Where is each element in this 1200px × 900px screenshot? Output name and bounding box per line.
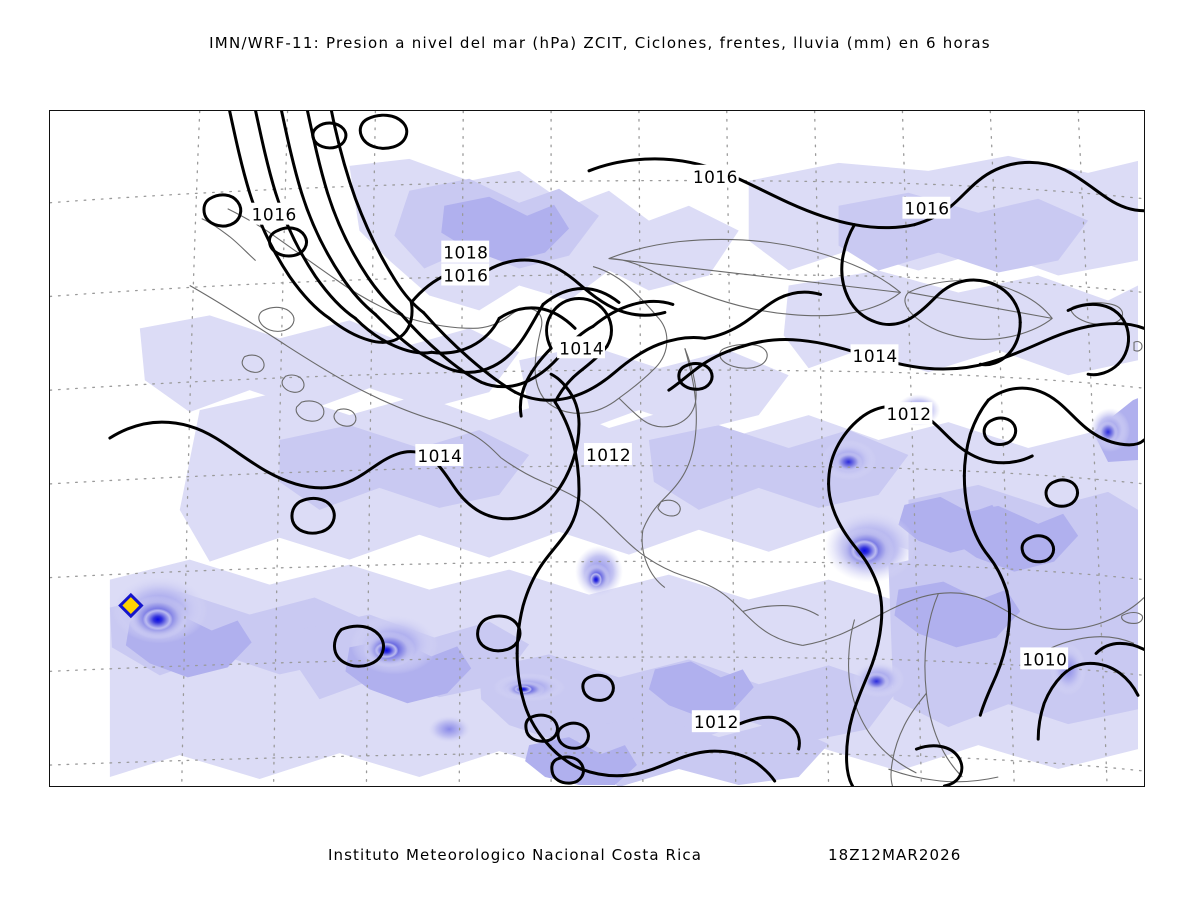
isobar-label: 1014 bbox=[850, 344, 899, 366]
isobar-label: 1016 bbox=[441, 263, 490, 286]
isobar-label: 1012 bbox=[691, 710, 740, 732]
footer: Instituto Meteorologico Nacional Costa R… bbox=[0, 846, 1200, 870]
page-title: IMN/WRF-11: Presion a nivel del mar (hPa… bbox=[209, 34, 991, 52]
map-canvas[interactable]: 1016 1018 1016 1016 1016 1014 1014 1012 bbox=[49, 110, 1145, 787]
valid-time-stamp: 18Z12MAR2026 bbox=[828, 846, 962, 864]
svg-text:1012: 1012 bbox=[586, 445, 631, 465]
svg-text:1014: 1014 bbox=[853, 346, 898, 366]
svg-text:1010: 1010 bbox=[1022, 649, 1067, 669]
institution-label: Instituto Meteorologico Nacional Costa R… bbox=[328, 846, 702, 864]
isobar-label: 1014 bbox=[415, 444, 464, 466]
isobar-label: 1010 bbox=[1020, 647, 1069, 669]
svg-text:1016: 1016 bbox=[693, 167, 738, 187]
isobar-label: 1016 bbox=[249, 202, 298, 225]
isobar-label: 1018 bbox=[441, 240, 490, 263]
svg-text:1016: 1016 bbox=[443, 266, 488, 286]
isobar-label: 1016 bbox=[690, 164, 739, 187]
svg-text:1014: 1014 bbox=[417, 446, 462, 466]
graticule bbox=[50, 111, 1144, 786]
isobar-label: 1012 bbox=[884, 402, 933, 424]
isobar-labels: 1016 1018 1016 1016 1016 1014 1014 1012 bbox=[249, 164, 1069, 732]
isobar-label: 1014 bbox=[557, 336, 605, 358]
svg-text:1014: 1014 bbox=[559, 338, 604, 358]
svg-text:1016: 1016 bbox=[252, 205, 297, 225]
svg-text:1012: 1012 bbox=[886, 404, 931, 424]
svg-text:1018: 1018 bbox=[443, 243, 488, 263]
isobar-label: 1016 bbox=[902, 196, 951, 219]
map-svg: 1016 1018 1016 1016 1016 1014 1014 1012 bbox=[50, 111, 1144, 786]
coastlines bbox=[189, 208, 1144, 786]
svg-text:1012: 1012 bbox=[694, 712, 739, 732]
svg-text:1016: 1016 bbox=[904, 199, 949, 219]
isobar-label: 1012 bbox=[584, 443, 632, 465]
